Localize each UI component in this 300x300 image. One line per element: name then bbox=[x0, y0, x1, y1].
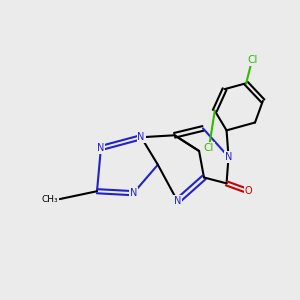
Text: N: N bbox=[174, 196, 181, 206]
Text: N: N bbox=[97, 143, 105, 153]
Text: Cl: Cl bbox=[247, 55, 257, 65]
Text: Cl: Cl bbox=[204, 143, 214, 153]
Text: N: N bbox=[225, 152, 232, 162]
Text: N: N bbox=[130, 188, 137, 198]
Text: CH₃: CH₃ bbox=[42, 195, 58, 204]
Text: N: N bbox=[137, 132, 145, 142]
Text: O: O bbox=[244, 186, 252, 196]
